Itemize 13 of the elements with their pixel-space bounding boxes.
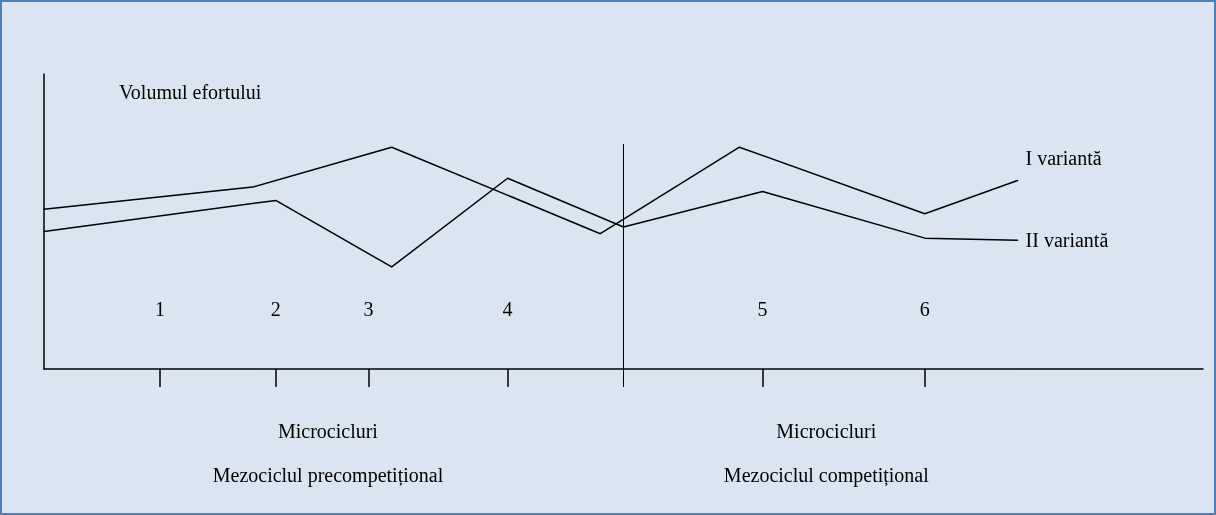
x-tick-label: 2 — [270, 298, 281, 320]
text: Microcicluri — [776, 420, 877, 442]
x-tick-label: 4 — [502, 298, 513, 320]
text: Mezociclul precompetițional — [212, 464, 444, 487]
series-label: I variantă — [1025, 147, 1102, 170]
series-label: II variantă — [1025, 229, 1109, 252]
x-tick-label: 3 — [363, 298, 374, 320]
text: Mezociclul competițional — [723, 464, 930, 487]
y-axis-title: Volumul efortului — [119, 81, 262, 103]
x-tick-label: 6 — [919, 298, 930, 320]
text: Microcicluri — [277, 420, 379, 442]
x-tick-label: 5 — [757, 298, 768, 320]
x-tick-label: 1 — [154, 298, 165, 320]
